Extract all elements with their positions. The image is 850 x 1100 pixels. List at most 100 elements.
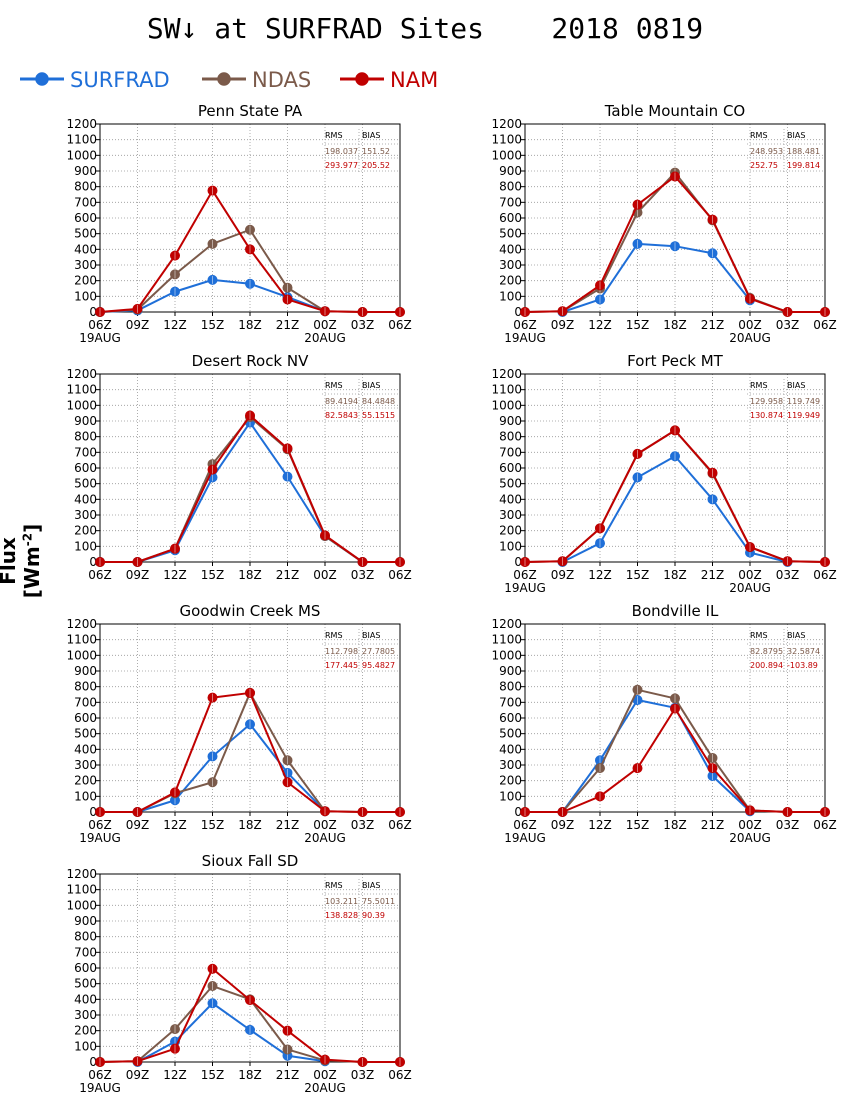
y-tick-label: 100 <box>74 289 97 303</box>
y-tick-label: 300 <box>499 508 522 522</box>
stats-header-bias: BIAS <box>787 131 805 140</box>
x-tick-label: 15Z <box>201 818 225 832</box>
y-tick-label: 200 <box>499 274 522 288</box>
page-title: SW↓ at SURFRAD Sites 2018 0819 <box>146 12 704 45</box>
y-tick-label: 500 <box>74 477 97 491</box>
stats-bias-nam: 119.949 <box>787 411 820 420</box>
y-tick-label: 500 <box>499 227 522 241</box>
x-tick-label: 06Z <box>513 818 537 832</box>
x-tick-label: 00Z <box>313 1068 337 1082</box>
y-tick-label: 700 <box>499 195 522 209</box>
y-tick-label: 900 <box>499 164 522 178</box>
x-tick-label: 09Z <box>551 818 575 832</box>
series-line-nam <box>100 691 400 813</box>
y-tick-label: 600 <box>499 461 522 475</box>
stats-bias-nam: 95.4827 <box>362 661 395 670</box>
y-tick-label: 400 <box>74 742 97 756</box>
y-tick-label: 300 <box>499 758 522 772</box>
x-tick-label: 15Z <box>201 318 225 332</box>
x-tick-label: 00Z <box>313 318 337 332</box>
y-tick-label: 700 <box>499 445 522 459</box>
y-tick-label: 600 <box>499 211 522 225</box>
y-tick-label: 100 <box>74 539 97 553</box>
stats-rms-ndas: 129.958 <box>750 397 783 406</box>
stats-bias-ndas: 27.7805 <box>362 647 395 656</box>
stats-header-rms: RMS <box>325 881 343 890</box>
stats-bias-nam: 55.1515 <box>362 411 395 420</box>
y-tick-label: 600 <box>74 211 97 225</box>
y-tick-label: 1200 <box>66 617 97 631</box>
series-line-surfrad <box>137 723 326 813</box>
x-tick-label: 06Z <box>88 1068 112 1082</box>
x-tick-label: 21Z <box>701 568 725 582</box>
y-tick-label: 200 <box>74 524 97 538</box>
x-tick-label: 06Z <box>388 1068 412 1082</box>
stats-header-rms: RMS <box>750 131 768 140</box>
y-tick-label: 1000 <box>491 648 522 662</box>
y-tick-label: 900 <box>74 914 97 928</box>
x-date-label: 20AUG <box>304 831 346 845</box>
x-tick-label: 12Z <box>588 568 612 582</box>
y-tick-label: 400 <box>499 242 522 256</box>
x-tick-label: 09Z <box>551 318 575 332</box>
stats-bias-ndas: 75.5011 <box>362 897 395 906</box>
stats-rms-ndas: 89.4194 <box>325 397 358 406</box>
x-tick-label: 21Z <box>276 1068 300 1082</box>
y-tick-label: 300 <box>74 1008 97 1022</box>
stats-bias-nam: 90.39 <box>362 911 385 920</box>
y-tick-label: 500 <box>74 227 97 241</box>
series-line-surfrad <box>137 1002 326 1063</box>
y-tick-label: 0 <box>89 555 97 569</box>
x-tick-label: 15Z <box>201 568 225 582</box>
y-tick-label: 500 <box>499 727 522 741</box>
y-tick-label: 500 <box>74 727 97 741</box>
legend-dot <box>355 72 369 86</box>
chart-title: Sioux Fall SD <box>202 852 299 870</box>
y-tick-label: 0 <box>89 805 97 819</box>
x-tick-label: 06Z <box>388 318 412 332</box>
series-line-ndas <box>100 691 400 813</box>
x-tick-label: 12Z <box>163 1068 187 1082</box>
stats-rms-ndas: 248.953 <box>750 147 783 156</box>
legend-marker-surfrad <box>20 72 64 86</box>
stats-bias-nam: 205.52 <box>362 161 390 170</box>
series-line-surfrad <box>562 242 751 313</box>
stats-bias-ndas: 32.5874 <box>787 647 820 656</box>
chart-title: Table Mountain CO <box>604 102 746 120</box>
stats-bias-ndas: 188.481 <box>787 147 820 156</box>
x-date-label: 19AUG <box>504 331 546 345</box>
x-tick-label: 18Z <box>663 818 687 832</box>
y-tick-label: 800 <box>74 180 97 194</box>
y-tick-label: 900 <box>74 414 97 428</box>
y-tick-label: 1000 <box>66 398 97 412</box>
y-tick-label: 800 <box>499 180 522 194</box>
chart-title: Fort Peck MT <box>627 352 723 370</box>
chart-title: Goodwin Creek MS <box>180 602 321 620</box>
stats-bias-ndas: 84.4848 <box>362 397 395 406</box>
y-tick-label: 1100 <box>66 883 97 897</box>
chart-title: Bondville IL <box>632 602 719 620</box>
stats-bias-ndas: 119.749 <box>787 397 820 406</box>
y-tick-label: 200 <box>499 774 522 788</box>
stats-rms-ndas: 82.8795 <box>750 647 783 656</box>
series-line-ndas <box>100 416 400 563</box>
y-tick-label: 600 <box>499 711 522 725</box>
y-tick-label: 0 <box>89 1055 97 1069</box>
series-line-surfrad <box>561 698 751 813</box>
stats-header-rms: RMS <box>750 381 768 390</box>
x-tick-label: 09Z <box>126 568 150 582</box>
x-tick-label: 15Z <box>626 318 650 332</box>
y-tick-label: 800 <box>499 680 522 694</box>
y-tick-label: 900 <box>74 164 97 178</box>
x-tick-label: 18Z <box>238 1068 262 1082</box>
x-date-label: 20AUG <box>729 581 771 595</box>
x-tick-label: 09Z <box>126 818 150 832</box>
x-tick-label: 15Z <box>626 568 650 582</box>
stats-header-rms: RMS <box>325 631 343 640</box>
y-tick-label: 700 <box>74 445 97 459</box>
y-tick-label: 200 <box>74 274 97 288</box>
x-tick-label: 06Z <box>388 568 412 582</box>
